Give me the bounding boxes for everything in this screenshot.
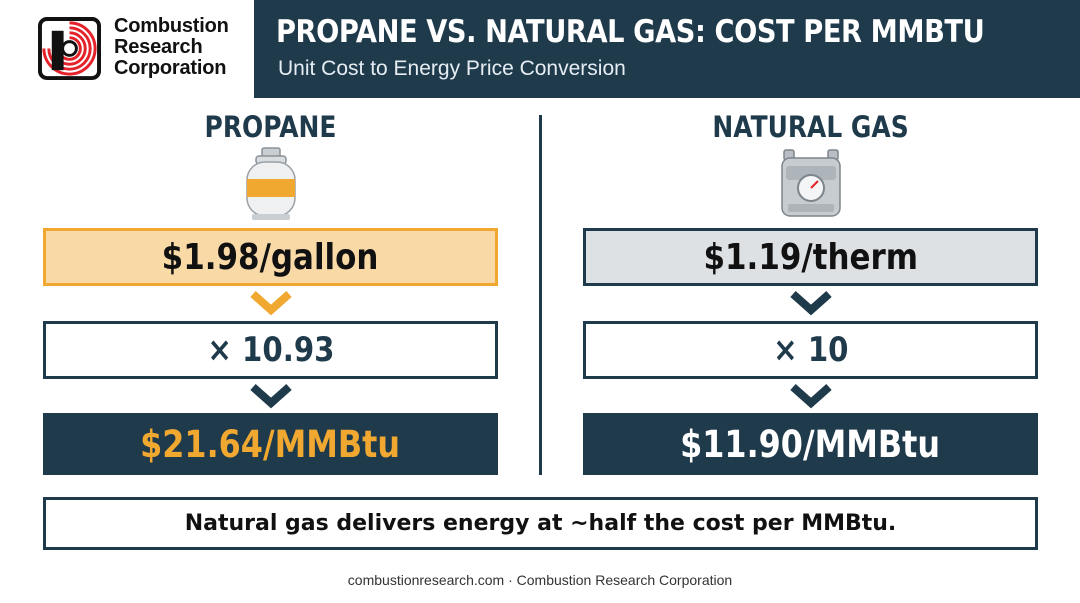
propane-result-text: $21.64/MMBtu bbox=[140, 422, 401, 466]
gas-meter-icon bbox=[780, 149, 841, 217]
company-logo-icon bbox=[38, 17, 101, 80]
chevron-down-icon bbox=[789, 291, 832, 316]
company-name: Combustion Research Corporation bbox=[114, 15, 229, 79]
page-title: PROPANE VS. NATURAL GAS: COST PER MMBTU bbox=[276, 14, 985, 50]
natural-gas-result-text: $11.90/MMBtu bbox=[680, 422, 941, 466]
page-subtitle: Unit Cost to Energy Price Conversion bbox=[278, 57, 626, 80]
chevron-down-icon bbox=[249, 384, 292, 409]
natural-gas-unit-price-text: $1.19/therm bbox=[703, 236, 918, 278]
propane-heading: PROPANE bbox=[204, 110, 337, 144]
title-bar: PROPANE VS. NATURAL GAS: COST PER MMBTU … bbox=[254, 0, 1080, 98]
chevron-down-icon bbox=[249, 291, 292, 316]
brand-block: Combustion Research Corporation bbox=[0, 0, 254, 98]
propane-column: PROPANE $1.98/gallon × 10.93 $21.64/MMBt… bbox=[43, 110, 498, 480]
propane-factor-text: × 10.93 bbox=[206, 330, 335, 370]
summary-box: Natural gas delivers energy at ~half the… bbox=[43, 497, 1038, 550]
propane-unit-price: $1.98/gallon bbox=[43, 228, 498, 286]
column-divider bbox=[539, 115, 542, 475]
footer-credit: combustionresearch.com · Combustion Rese… bbox=[347, 572, 733, 588]
propane-tank-icon bbox=[245, 147, 296, 220]
natural-gas-heading: NATURAL GAS bbox=[712, 110, 909, 144]
propane-conversion-factor: × 10.93 bbox=[43, 321, 498, 379]
chevron-down-icon bbox=[789, 384, 832, 409]
propane-unit-price-text: $1.98/gallon bbox=[162, 236, 379, 278]
natural-gas-result: $11.90/MMBtu bbox=[583, 413, 1038, 475]
natural-gas-factor-text: × 10 bbox=[772, 330, 849, 370]
summary-text: Natural gas delivers energy at ~half the… bbox=[184, 511, 897, 536]
propane-result: $21.64/MMBtu bbox=[43, 413, 498, 475]
natural-gas-unit-price: $1.19/therm bbox=[583, 228, 1038, 286]
natural-gas-column: NATURAL GAS $1.19/therm × 10 $11.90/MMBt… bbox=[583, 110, 1038, 480]
natural-gas-conversion-factor: × 10 bbox=[583, 321, 1038, 379]
